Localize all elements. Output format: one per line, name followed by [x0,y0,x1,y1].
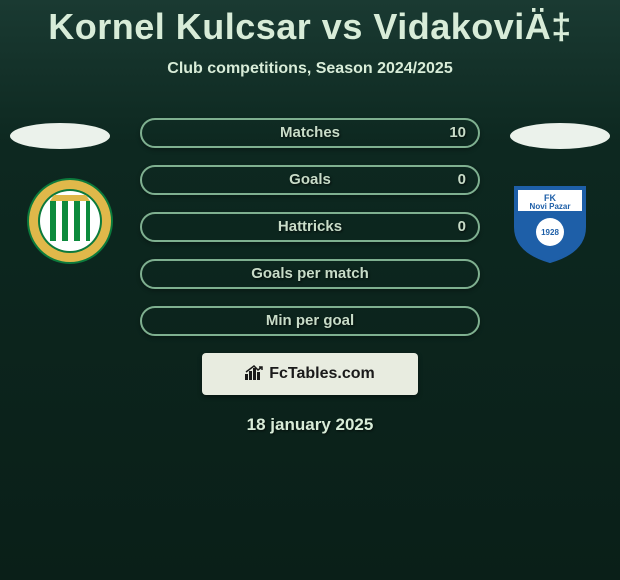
date-label: 18 january 2025 [0,415,620,435]
stat-label: Hattricks [142,214,478,240]
stat-bar: Goals per match [140,259,480,289]
svg-text:1928: 1928 [541,228,559,237]
brand-box[interactable]: FcTables.com [202,353,418,395]
player-photo-right [510,123,610,149]
comparison-title: Kornel Kulcsar vs VidakoviÄ‡ [0,0,620,48]
stat-label: Goals [142,167,478,193]
stat-bar: Min per goal [140,306,480,336]
stat-label: Goals per match [142,261,478,287]
stat-bar: Goals 0 [140,165,480,195]
player-photo-left [10,123,110,149]
stat-value-right: 0 [458,214,466,240]
svg-text:Novi Pazar: Novi Pazar [530,202,571,211]
stat-label: Matches [142,120,478,146]
chart-icon [245,364,265,385]
brand-label: FcTables.com [269,365,375,383]
stat-value-right: 10 [449,120,466,146]
club-logo-right: FK Novi Pazar 1928 [500,177,600,265]
comparison-subtitle: Club competitions, Season 2024/2025 [0,60,620,78]
stat-value-right: 0 [458,167,466,193]
club-logo-left [20,177,120,265]
stats-container: Matches 10 Goals 0 Hattricks 0 Goals per… [140,118,480,336]
stat-bar: Matches 10 [140,118,480,148]
stat-label: Min per goal [142,308,478,334]
stat-bar: Hattricks 0 [140,212,480,242]
